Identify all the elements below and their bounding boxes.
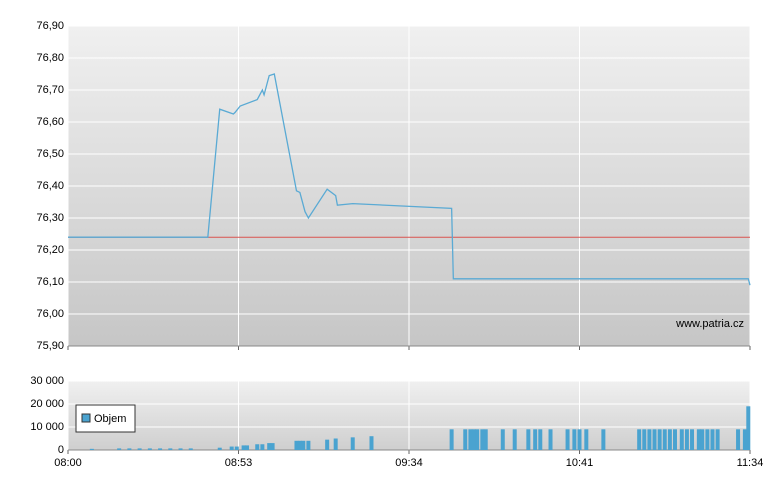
volume-bar — [188, 448, 193, 450]
volume-bar — [137, 448, 142, 450]
y-tick-label: 10 000 — [30, 421, 64, 433]
y-tick-label: 76,70 — [36, 84, 64, 96]
x-tick-label: 08:00 — [54, 457, 82, 469]
volume-bar — [696, 429, 701, 450]
volume-bar — [500, 429, 505, 450]
volume-bar — [369, 436, 374, 450]
volume-bar — [642, 429, 647, 450]
volume-bar — [483, 429, 488, 450]
volume-bar — [471, 429, 476, 450]
volume-bar — [270, 443, 275, 450]
volume-bar — [526, 429, 531, 450]
y-tick-label: 30 000 — [30, 375, 64, 387]
volume-bar — [548, 429, 553, 450]
x-tick-label: 08:53 — [225, 457, 253, 469]
volume-bar — [684, 429, 689, 450]
volume-bar — [350, 437, 355, 450]
volume-bar — [647, 429, 652, 450]
volume-bar — [260, 444, 265, 450]
y-tick-label: 76,60 — [36, 116, 64, 128]
volume-bar — [333, 438, 338, 450]
volume-bar — [601, 429, 606, 450]
y-tick-label: 76,30 — [36, 212, 64, 224]
volume-bar — [742, 429, 747, 450]
volume-bar — [229, 446, 234, 450]
volume-bar — [217, 447, 222, 450]
volume-bar — [577, 429, 582, 450]
volume-bar — [480, 429, 485, 450]
volume-bar — [468, 429, 473, 450]
volume-bar — [533, 429, 538, 450]
volume-bar — [449, 429, 454, 450]
volume-bar — [715, 429, 720, 450]
y-tick-label: 76,00 — [36, 308, 64, 320]
volume-bar — [463, 429, 468, 450]
volume-bar — [700, 429, 705, 450]
volume-bar — [746, 406, 751, 450]
volume-bar — [325, 439, 330, 450]
y-tick-label: 76,40 — [36, 180, 64, 192]
volume-bar — [245, 445, 250, 450]
watermark: www.patria.cz — [675, 318, 744, 330]
volume-bar — [241, 445, 246, 450]
y-tick-label: 75,90 — [36, 340, 64, 352]
volume-bar — [147, 448, 152, 450]
legend-swatch — [81, 413, 91, 423]
volume-bar — [538, 429, 543, 450]
volume-bar — [736, 429, 741, 450]
volume-bar — [710, 429, 715, 450]
volume-bar — [306, 440, 311, 450]
volume-bar — [301, 440, 306, 450]
volume-bar — [690, 429, 695, 450]
volume-bar — [158, 448, 163, 450]
volume-bar — [672, 429, 677, 450]
volume-bar — [294, 440, 299, 450]
price-line — [68, 73, 751, 286]
volume-bar — [565, 429, 570, 450]
y-tick-label: 0 — [58, 444, 64, 456]
volume-bar — [572, 429, 577, 450]
y-tick-label: 76,80 — [36, 52, 64, 64]
volume-bar — [89, 448, 94, 450]
volume-bar — [168, 448, 173, 450]
volume-bar — [662, 429, 667, 450]
y-tick-label: 76,90 — [36, 20, 64, 32]
x-tick-label: 09:34 — [395, 457, 423, 469]
volume-bar — [267, 443, 272, 450]
volume-bar — [234, 446, 239, 450]
volume-bar — [127, 448, 132, 450]
y-tick-label: 76,10 — [36, 276, 64, 288]
volume-bar — [637, 429, 642, 450]
volume-bar — [705, 429, 710, 450]
volume-bar — [297, 440, 302, 450]
volume-bar — [652, 429, 657, 450]
volume-bar — [512, 429, 517, 450]
volume-bar — [475, 429, 480, 450]
y-tick-label: 76,50 — [36, 148, 64, 160]
volume-bar — [178, 448, 183, 450]
volume-bar — [657, 429, 662, 450]
volume-bar — [679, 429, 684, 450]
x-tick-label: 10:41 — [566, 457, 594, 469]
y-tick-label: 20 000 — [30, 398, 64, 410]
volume-bar — [584, 429, 589, 450]
y-tick-label: 76,20 — [36, 244, 64, 256]
x-tick-label: 11:34 — [737, 457, 764, 469]
volume-bar — [117, 448, 122, 450]
legend-label: Objem — [94, 413, 126, 425]
volume-bar — [667, 429, 672, 450]
volume-bar — [255, 444, 260, 450]
